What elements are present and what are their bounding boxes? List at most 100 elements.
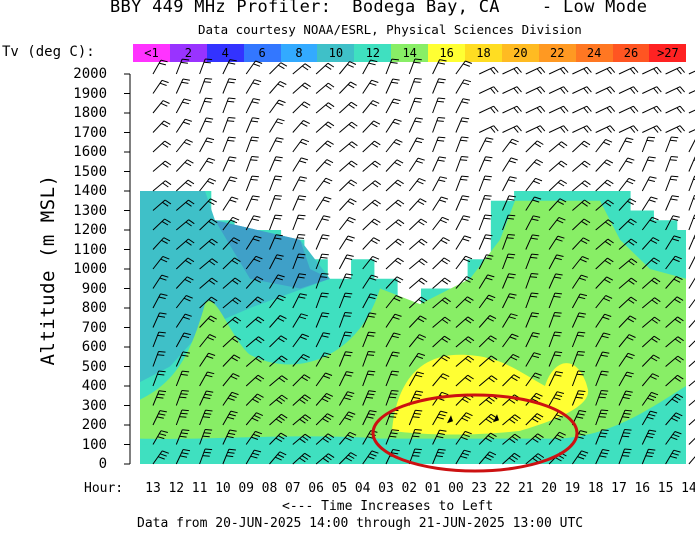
- wind-barb-feather: [256, 276, 264, 281]
- wind-barb: [315, 332, 324, 348]
- wind-barb-feather: [600, 452, 608, 455]
- wind-barb-feather: [188, 219, 195, 225]
- wind-barb: [175, 390, 183, 406]
- wind-barb-feather: [532, 234, 540, 237]
- wind-barb-feather: [228, 97, 236, 100]
- wind-barb-feather: [298, 179, 306, 182]
- wind-barb-feather: [179, 435, 187, 438]
- wind-barb-feather: [392, 78, 400, 81]
- wind-barb-feather: [438, 62, 445, 65]
- wind-barb-feather: [255, 255, 263, 260]
- wind-barb-feather: [158, 315, 166, 318]
- wind-barb: [199, 429, 206, 445]
- wind-barb-feather: [577, 393, 585, 396]
- wind-barb: [385, 58, 393, 75]
- wind-barb: [339, 198, 351, 211]
- wind-barb-feather: [671, 156, 679, 158]
- wind-barb-feather: [374, 140, 381, 146]
- wind-barb-feather: [630, 218, 637, 224]
- wind-barb-feather: [609, 66, 616, 73]
- wind-barb: [478, 375, 492, 387]
- wind-barb-feather: [444, 297, 451, 303]
- wind-barb: [618, 157, 629, 172]
- wind-barb: [292, 374, 305, 387]
- wind-barb-feather: [348, 181, 355, 187]
- wind-barb: [292, 433, 306, 445]
- wind-barb-feather: [628, 260, 635, 266]
- wind-barb: [665, 255, 676, 270]
- wind-barb: [339, 101, 352, 114]
- wind-barb-feather: [160, 258, 168, 263]
- wind-barb-feather: [273, 198, 281, 200]
- wind-barb-feather: [535, 455, 542, 461]
- wind-barb-feather: [633, 125, 639, 132]
- wind-barb-feather: [159, 433, 167, 436]
- wind-barb: [665, 195, 673, 211]
- wind-barb: [595, 313, 606, 328]
- wind-barb: [222, 78, 230, 94]
- wind-barb-feather: [275, 418, 283, 424]
- wind-barb-feather: [463, 278, 471, 283]
- wind-barb-feather: [256, 412, 264, 417]
- wind-barb-feather: [321, 292, 329, 295]
- wind-barb: [525, 177, 536, 192]
- wind-barb: [502, 214, 509, 231]
- wind-barb: [432, 196, 442, 211]
- wind-barb-feather: [465, 357, 472, 363]
- wind-barb-feather: [327, 413, 334, 418]
- wind-barb: [408, 97, 416, 114]
- wind-barb-feather: [554, 437, 562, 442]
- wind-barb: [362, 120, 375, 133]
- wind-barb: [548, 254, 558, 270]
- wind-barb-feather: [421, 277, 428, 283]
- wind-barb: [385, 332, 395, 348]
- wind-barb-feather: [509, 418, 516, 424]
- wind-barb: [571, 293, 581, 309]
- wind-barb-feather: [323, 375, 331, 379]
- wind-barb-feather: [462, 452, 470, 456]
- wind-barb-feather: [675, 255, 682, 260]
- wind-barb-feather: [581, 162, 588, 168]
- wind-barb: [595, 238, 609, 250]
- wind-barb: [665, 431, 676, 445]
- wind-barb: [175, 370, 183, 387]
- x-tick-label: 01: [424, 481, 441, 496]
- wind-barb-feather: [513, 107, 519, 114]
- wind-barb-feather: [416, 390, 424, 393]
- wind-barb: [478, 234, 486, 250]
- wind-barb-feather: [646, 416, 654, 420]
- wind-barb: [548, 86, 564, 94]
- legend-bin: 2: [169, 44, 207, 62]
- wind-barb-feather: [164, 140, 171, 146]
- wind-barb-feather: [439, 199, 447, 203]
- wind-barb-feather: [488, 416, 495, 421]
- wind-barb-feather: [539, 125, 546, 132]
- wind-barb: [455, 374, 469, 387]
- wind-barb: [455, 117, 463, 133]
- wind-barb: [199, 277, 213, 289]
- wind-barb-feather: [508, 179, 516, 182]
- wind-barb-feather: [439, 156, 447, 159]
- wind-barb-feather: [490, 126, 496, 133]
- wind-barb-feather: [418, 240, 425, 246]
- wind-barb-feather: [601, 429, 609, 431]
- wind-barb: [339, 179, 352, 192]
- wind-barb-feather: [327, 433, 335, 439]
- wind-barb: [525, 66, 541, 75]
- wind-barb-feather: [250, 455, 258, 459]
- wind-barb: [572, 140, 585, 153]
- wind-barb-feather: [530, 276, 538, 278]
- wind-barb-feather: [372, 100, 380, 104]
- wind-barb-feather: [279, 315, 287, 320]
- wind-barb-feather: [158, 351, 166, 353]
- wind-barb-feather: [323, 332, 331, 335]
- wind-barb-feather: [584, 180, 591, 186]
- wind-barb-feather: [649, 219, 657, 224]
- wind-barb-feather: [464, 430, 472, 435]
- wind-barb-feather: [228, 136, 236, 139]
- wind-barb: [245, 296, 259, 309]
- wind-barb: [478, 335, 491, 348]
- wind-barb-feather: [465, 338, 472, 344]
- wind-barb: [665, 393, 678, 406]
- wind-barb: [152, 256, 164, 270]
